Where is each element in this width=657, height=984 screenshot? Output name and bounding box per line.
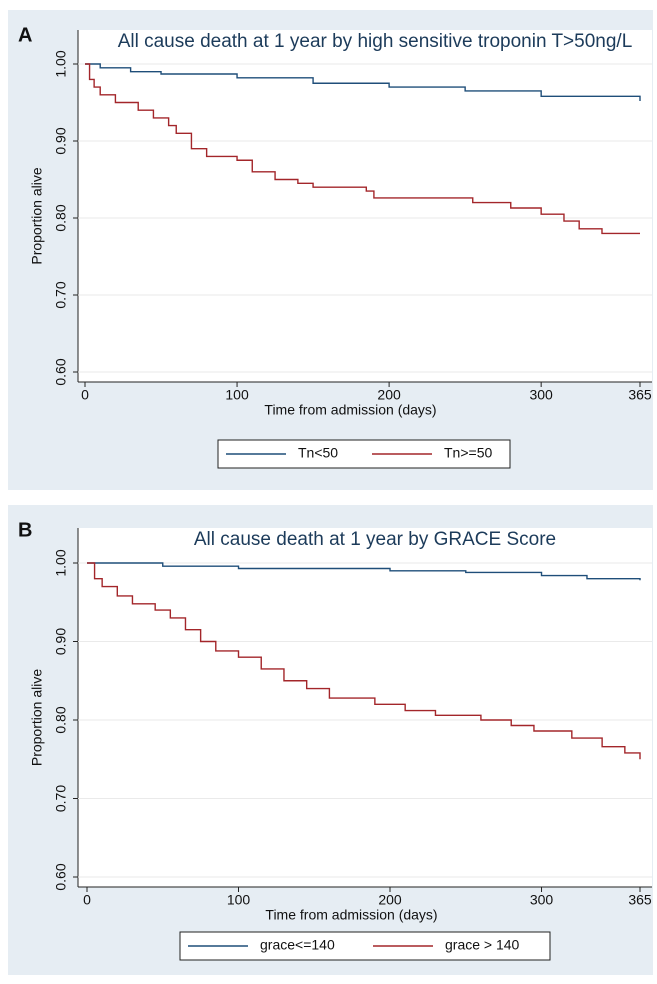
- x-tick-label: 0: [81, 387, 89, 403]
- x-tick-label: 365: [628, 892, 652, 908]
- y-tick-label: 0.90: [53, 127, 69, 154]
- y-tick-label: 0.70: [53, 281, 69, 308]
- x-tick-label: 300: [529, 387, 553, 403]
- y-tick-label: 0.60: [53, 863, 69, 890]
- chart-title: All cause death at 1 year by GRACE Score: [194, 529, 556, 550]
- y-tick-label: 0.70: [53, 785, 69, 812]
- survival-curve: [87, 562, 641, 760]
- legend-label: Tn<50: [298, 445, 338, 461]
- panel: A All cause death at 1 year by high sensi…: [8, 10, 653, 490]
- x-tick-label: 200: [377, 387, 401, 403]
- y-tick-label: 0.60: [53, 358, 69, 385]
- x-tick-label: 100: [225, 387, 249, 403]
- x-tick-label: 100: [227, 892, 251, 908]
- x-axis-label: Time from admission (days): [264, 402, 436, 418]
- legend-label: grace > 140: [445, 937, 520, 953]
- x-tick-label: 200: [378, 892, 402, 908]
- y-tick-label: 1.00: [53, 549, 69, 576]
- panel-label: B: [18, 519, 32, 541]
- plot-area: [78, 30, 652, 382]
- y-tick-label: 0.80: [53, 204, 69, 231]
- y-tick-label: 0.80: [53, 706, 69, 733]
- y-tick-label: 0.90: [53, 628, 69, 655]
- x-tick-label: 365: [628, 387, 652, 403]
- panel-label: A: [18, 24, 32, 46]
- y-axis-label: Proportion alive: [29, 167, 45, 264]
- x-tick-label: 0: [83, 892, 91, 908]
- survival-curve: [87, 562, 641, 581]
- panel: B All cause death at 1 year by GRACE Scor…: [8, 505, 653, 975]
- plot-area: [78, 528, 652, 887]
- x-axis-label: Time from admission (days): [265, 907, 437, 923]
- y-tick-label: 1.00: [53, 50, 69, 77]
- legend-label: grace<=140: [260, 937, 335, 953]
- x-tick-label: 300: [530, 892, 554, 908]
- survival-curve: [85, 63, 641, 101]
- legend-label: Tn>=50: [444, 445, 492, 461]
- survival-curve: [85, 63, 640, 235]
- chart-title: All cause death at 1 year by high sensit…: [118, 31, 633, 52]
- y-axis-label: Proportion alive: [29, 669, 45, 766]
